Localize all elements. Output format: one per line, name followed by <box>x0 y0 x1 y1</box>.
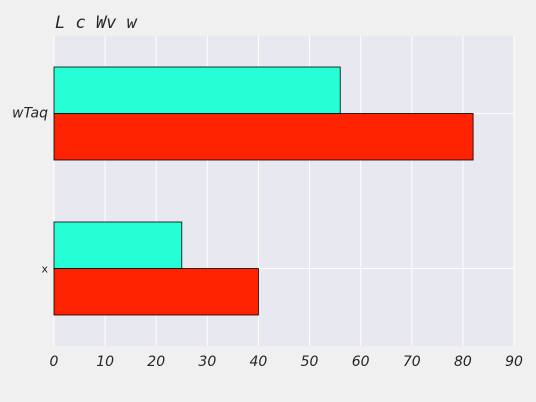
bars <box>53 66 474 316</box>
x-tick-label: 60 <box>352 354 370 370</box>
bar-1-wTaq <box>53 113 474 161</box>
x-tick-label: 30 <box>198 354 216 370</box>
y-tick-label: x <box>41 263 48 276</box>
x-tick-label: 50 <box>301 354 319 370</box>
x-tick-label: 40 <box>250 354 268 370</box>
chart-title: L c Wv w <box>55 13 138 33</box>
x-axis-ticks: 0 10 20 30 40 50 60 70 80 90 <box>50 354 523 370</box>
y-axis-ticks: x wTaq <box>12 106 48 276</box>
x-tick-label: 80 <box>454 354 472 370</box>
bar-2-x <box>53 221 183 269</box>
x-tick-label: 20 <box>147 354 165 370</box>
bar-2-wTaq <box>53 66 341 114</box>
bar-1-x <box>53 268 259 316</box>
x-tick-label: 90 <box>505 354 523 370</box>
x-tick-label: 0 <box>50 354 59 370</box>
x-tick-label: 10 <box>96 354 114 370</box>
x-tick-label: 70 <box>403 354 421 370</box>
y-tick-label: wTaq <box>12 106 48 122</box>
